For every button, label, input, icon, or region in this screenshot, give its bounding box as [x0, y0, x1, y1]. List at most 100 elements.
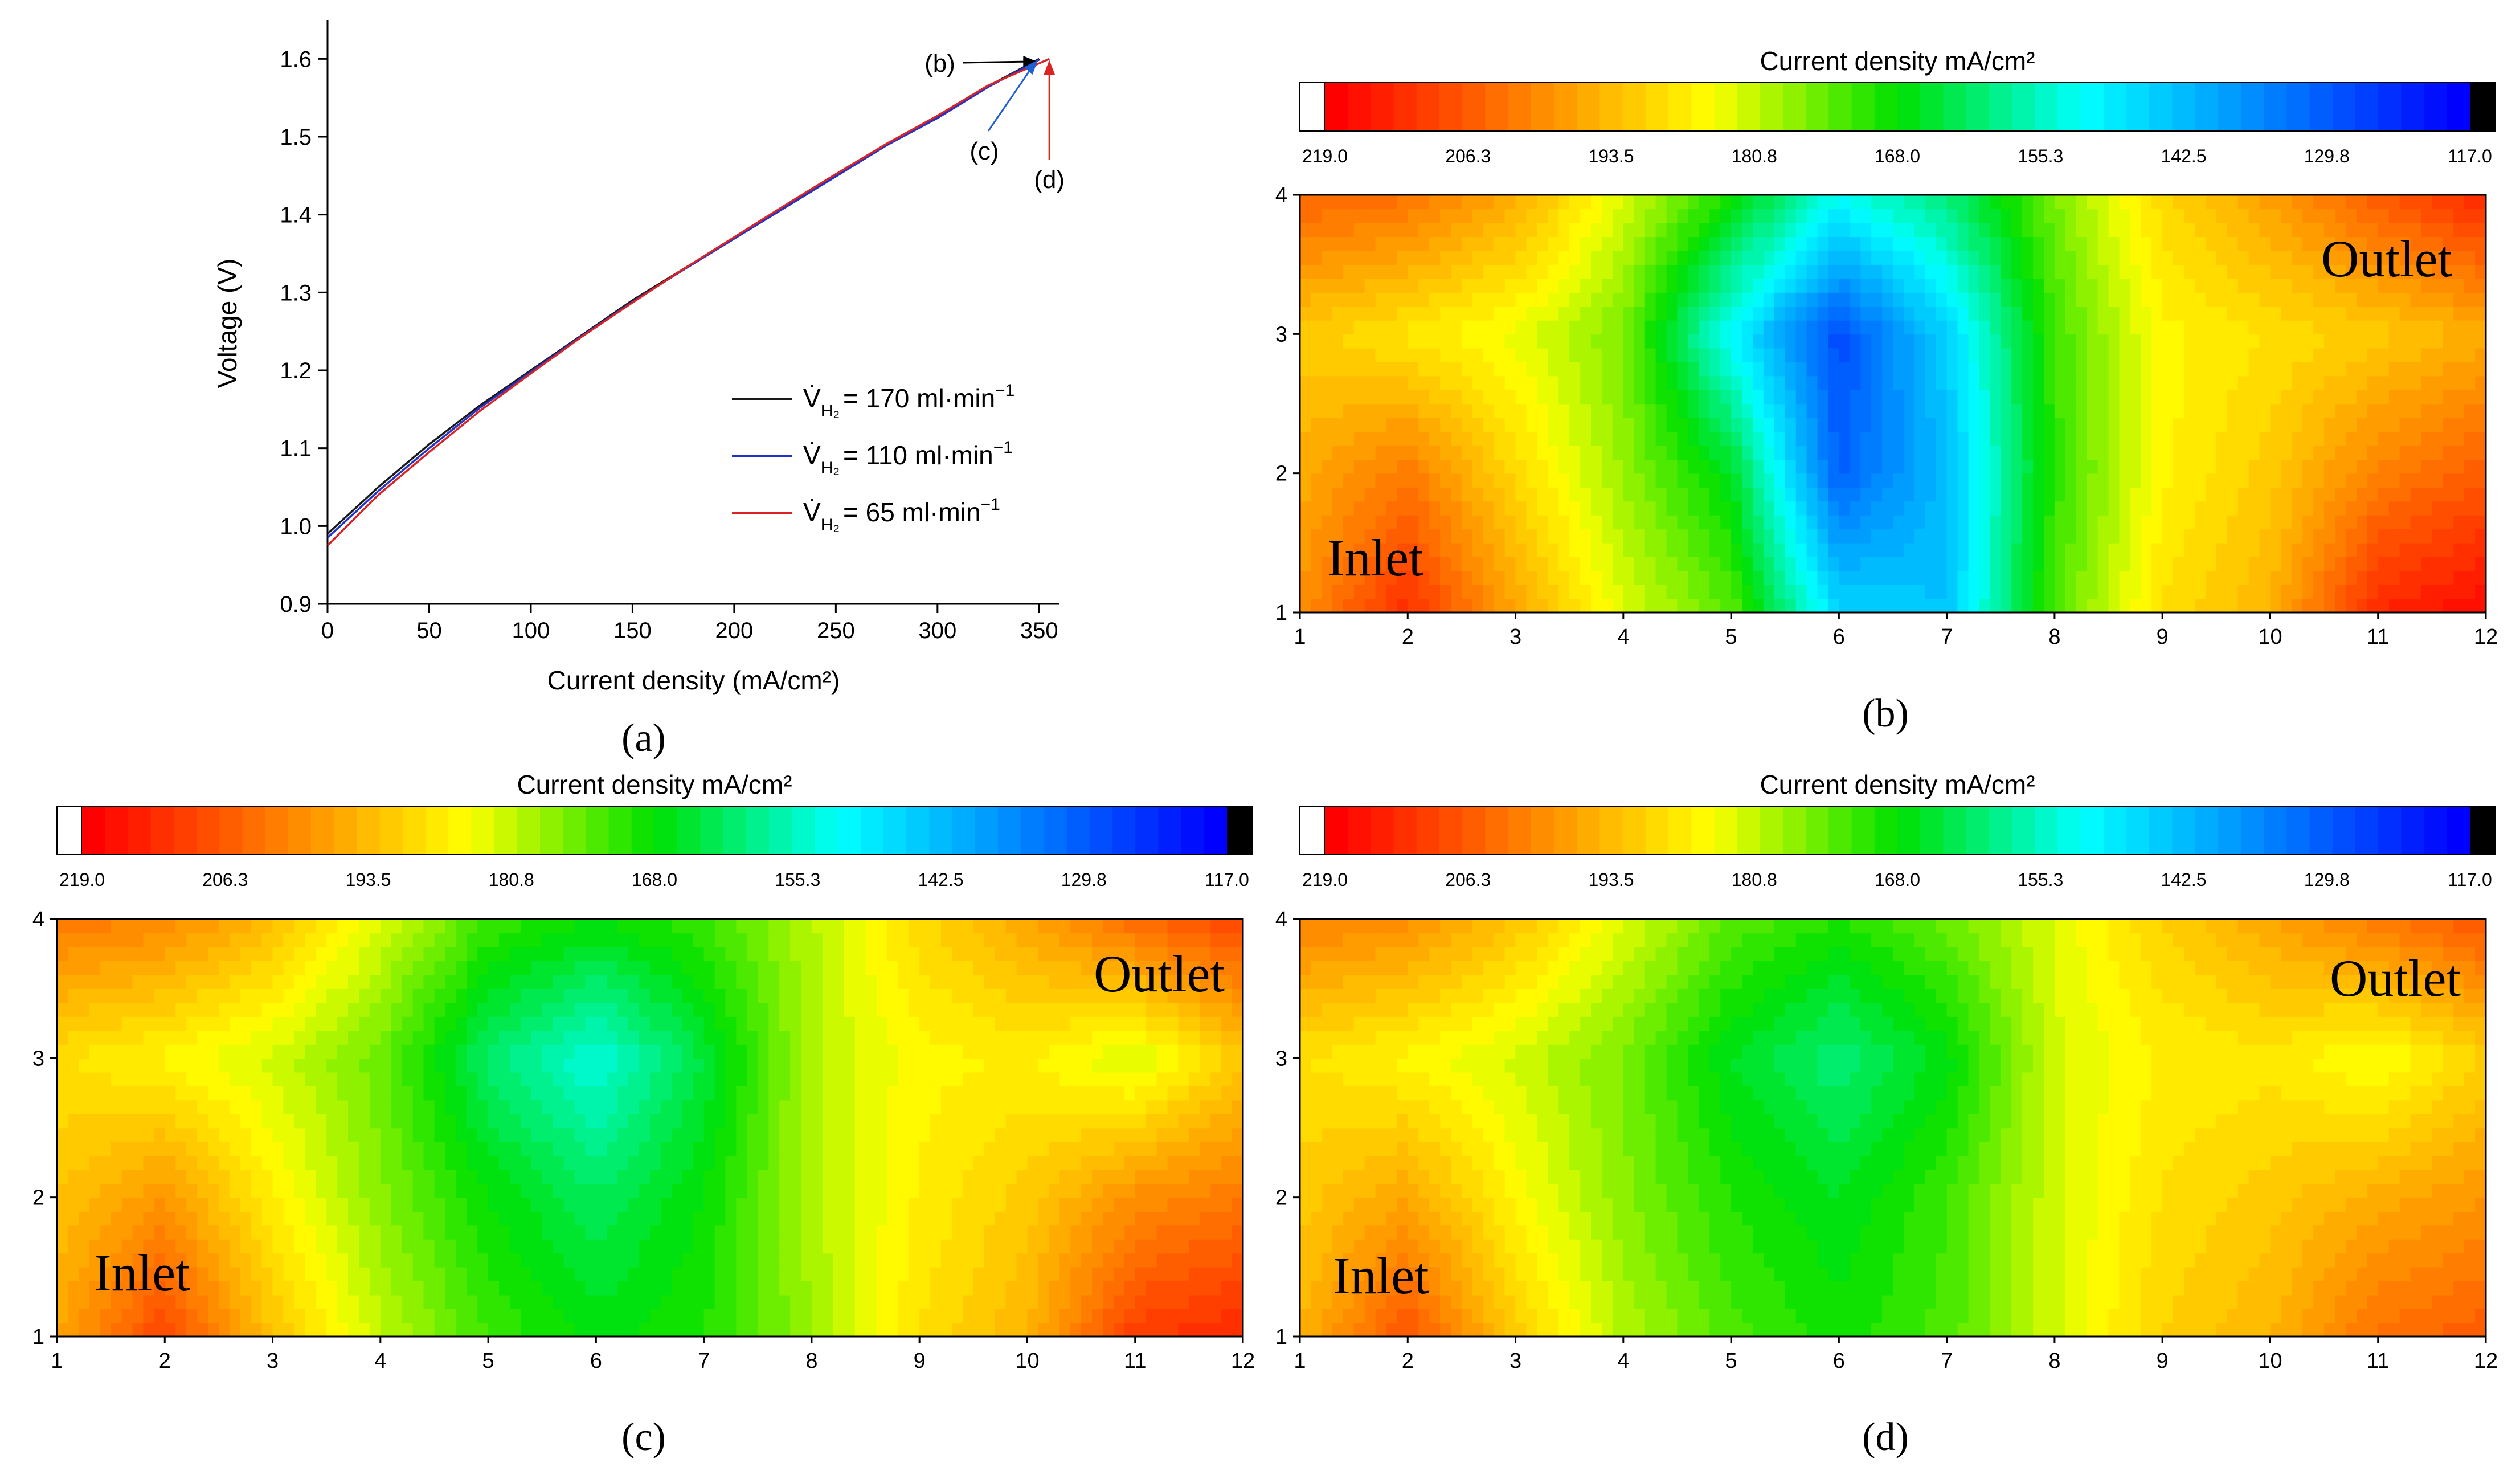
heat-cell: [1429, 348, 1441, 362]
heat-cell: [1828, 585, 1840, 599]
heat-cell: [2130, 570, 2142, 585]
heat-cell: [2162, 515, 2174, 530]
heat-cell: [2184, 250, 2195, 265]
heat-cell: [1968, 570, 1980, 585]
heat-cell: [1806, 431, 1818, 446]
heat-cell: [2453, 362, 2465, 377]
heat-cell: [1580, 403, 1592, 418]
heat-cell: [1537, 222, 1549, 238]
heat-cell: [402, 1169, 414, 1184]
heat-cell: [973, 1183, 985, 1198]
heat-cell: [1548, 209, 1559, 223]
heat-cell: [1634, 390, 1646, 405]
heat-cell: [854, 1294, 866, 1309]
heat-cell: [2313, 570, 2325, 585]
heat-cell: [542, 1239, 554, 1254]
heat-cell: [1688, 501, 1700, 516]
heat-cell: [348, 1225, 359, 1240]
heat-cell: [337, 1253, 349, 1268]
heat-cell: [2044, 250, 2055, 265]
heat-cell: [1200, 1239, 1211, 1254]
heat-cell: [1364, 264, 1376, 279]
heat-cell: [154, 1211, 165, 1226]
heat-cell: [1677, 445, 1689, 460]
heat-cell: [1806, 585, 1818, 599]
heat-cell: [1666, 306, 1678, 321]
heat-cell: [2443, 209, 2454, 223]
heat-cell: [1451, 445, 1462, 460]
colorbar-level: [883, 806, 907, 855]
heat-cell: [1189, 1197, 1201, 1212]
heat-cell: [2410, 348, 2422, 362]
heat-cell: [2464, 250, 2476, 265]
heat-cell: [412, 1197, 424, 1212]
heat-cell: [1526, 417, 1538, 432]
heat-cell: [369, 1281, 381, 1296]
heat-cell: [768, 1183, 780, 1198]
heat-cell: [1914, 515, 1926, 530]
heat-cell: [1494, 445, 1506, 460]
heat-cell: [865, 1183, 877, 1198]
heat-cell: [2281, 375, 2293, 390]
heat-cell: [1418, 570, 1430, 585]
heat-cell: [2281, 431, 2293, 446]
heat-cell: [1548, 348, 1559, 362]
heat-cell: [1871, 375, 1883, 390]
heat-cell: [1774, 209, 1786, 223]
heat-cell: [2011, 585, 2023, 599]
heat-cell: [100, 1141, 112, 1157]
heat-cell: [218, 1183, 230, 1198]
heat-cell: [2453, 306, 2465, 321]
heat-cell: [1699, 348, 1710, 362]
heat-cell: [1418, 209, 1430, 223]
heat-cell: [1386, 585, 1398, 599]
heat-cell: [111, 1211, 122, 1226]
heat-cell: [1925, 417, 1937, 432]
heat-cell: [768, 1294, 780, 1309]
heat-cell: [434, 1141, 446, 1157]
heat-cell: [2399, 529, 2411, 544]
heat-cell: [725, 1225, 737, 1240]
heat-cell: [2388, 362, 2400, 377]
heat-cell: [1731, 501, 1742, 516]
heat-cell: [1882, 403, 1893, 418]
heat-cell: [1612, 362, 1624, 377]
x-tick-label: 11: [2367, 625, 2389, 649]
heat-cell: [89, 1155, 101, 1170]
heat-cell: [2302, 195, 2314, 210]
heat-cell: [1016, 1266, 1028, 1281]
heat-cell: [1709, 445, 1721, 460]
heat-cell: [2453, 195, 2465, 210]
heat-cell: [2399, 209, 2411, 223]
heat-cell: [1968, 542, 1980, 557]
heat-cell: [1146, 1225, 1157, 1240]
heat-cell: [467, 1266, 478, 1281]
heat-cell: [2044, 390, 2055, 405]
colorbar-level: [1806, 83, 1829, 131]
heat-cell: [1882, 390, 1893, 405]
heat-cell: [1440, 570, 1451, 585]
heat-cell: [2259, 445, 2271, 460]
heat-cell: [402, 1322, 414, 1337]
heat-cell: [2162, 375, 2174, 390]
heat-cell: [100, 1322, 112, 1337]
heat-cell: [2227, 209, 2239, 223]
heat-cell: [1440, 278, 1451, 293]
heat-cell: [1418, 445, 1430, 460]
heat-cell: [2248, 209, 2260, 223]
heat-cell: [1742, 236, 1753, 251]
heat-cell: [1957, 459, 1969, 474]
heat-cell: [1720, 585, 1732, 599]
heat-cell: [1526, 445, 1538, 460]
heat-cell: [2237, 570, 2249, 585]
heat-cell: [1494, 320, 1506, 335]
heat-cell: [283, 1141, 295, 1157]
x-tick-label: 2: [1402, 625, 1414, 649]
heat-cell: [2205, 320, 2217, 335]
heat-cell: [973, 1266, 985, 1281]
heat-cell: [2421, 348, 2433, 362]
heat-cell: [639, 1294, 651, 1309]
heat-cell: [1461, 264, 1473, 279]
heat-cell: [2162, 348, 2174, 362]
